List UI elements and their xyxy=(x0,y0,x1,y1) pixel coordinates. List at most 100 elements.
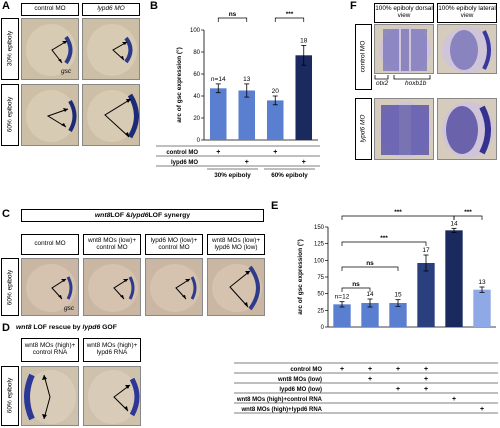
table-row-label: control MO xyxy=(166,150,198,156)
table-mark: + xyxy=(368,376,372,383)
panel-f-col-header-1: 100% epiboly dorsal view xyxy=(374,3,434,23)
bar xyxy=(445,230,463,327)
embryo-image xyxy=(82,84,140,146)
y-tick-label: 75 xyxy=(317,275,324,281)
significance-label: *** xyxy=(380,235,388,242)
panel-d-title: wnt8 LOF rescue by lypd6 GOF xyxy=(16,324,117,331)
n-label: 13 xyxy=(478,279,486,286)
group-label: 60% epiboly xyxy=(271,172,308,179)
embryo-image xyxy=(83,258,141,316)
marker-brackets xyxy=(374,75,431,80)
y-axis-title: arc of gsc expression (°) xyxy=(175,47,183,123)
gsc-marker-label: gsc xyxy=(64,305,75,312)
significance-bracket xyxy=(341,215,455,220)
significance-label: ns xyxy=(352,281,360,288)
n-label: n=14 xyxy=(211,76,226,83)
bar xyxy=(417,263,435,327)
significance-bracket xyxy=(341,287,371,292)
y-tick-label: 125 xyxy=(314,242,325,248)
panel-c-row-box xyxy=(1,258,19,316)
bar xyxy=(266,100,284,140)
table-mark: + xyxy=(452,396,456,403)
embryo-image xyxy=(21,18,79,80)
panel-a-col-header-1: control MO xyxy=(21,3,79,16)
table-row-label: wnt8 MOs (high)+control RNA xyxy=(236,397,323,403)
table-row-label: lypd6 MO (low) xyxy=(279,387,322,393)
panel-a-row-box-2 xyxy=(1,84,19,146)
y-tick-label: 50 xyxy=(317,292,324,298)
group-label: 30% epiboly xyxy=(214,172,251,179)
embryo-image xyxy=(21,258,79,316)
table-mark: + xyxy=(216,149,220,156)
significance-label: *** xyxy=(394,209,402,216)
panel-f-row-label-2: lypd6 MO xyxy=(359,114,367,143)
panel-a-col-header-2: lypd6 MO xyxy=(82,3,140,16)
bar xyxy=(238,90,256,140)
y-tick-label: 0 xyxy=(197,138,201,144)
table-row-label: control MO xyxy=(290,367,322,373)
n-label: 17 xyxy=(422,247,430,254)
embryo-image xyxy=(437,98,497,160)
panel-f-row-label-1: control MO xyxy=(359,40,367,73)
panel-e-label: E xyxy=(271,200,279,212)
y-tick-label: 20 xyxy=(193,116,200,122)
embryo-image xyxy=(145,258,203,316)
panel-c-label: C xyxy=(2,208,10,220)
panel-f-label: F xyxy=(350,0,357,12)
y-tick-label: 60 xyxy=(193,72,200,78)
n-label: 14 xyxy=(450,220,458,227)
significance-bracket xyxy=(453,215,483,220)
embryo-image xyxy=(21,84,79,146)
panel-e-chart: 0 25 50 75 100 125 150 arc of gsc expression (°… xyxy=(234,209,498,414)
panel-d-col-header-1: wnt8 MOs (high)+ control RNA xyxy=(21,338,79,362)
y-tick-label: 150 xyxy=(314,225,325,231)
y-tick-label: 25 xyxy=(317,308,324,314)
significance-label: *** xyxy=(464,209,472,216)
y-tick-label: 40 xyxy=(193,94,200,100)
y-axis-title: arc of gsc expression (°) xyxy=(296,239,304,315)
panel-c-col-header-4: wnt8 MOs (low)+ lypd6 MO (low) xyxy=(207,234,265,255)
embryo-image xyxy=(21,366,79,426)
bar xyxy=(333,304,351,327)
panel-d-label: D xyxy=(2,322,10,334)
n-label: 14 xyxy=(366,291,374,298)
otx2-marker-label: otx2 xyxy=(376,80,389,87)
gsc-marker-label: gsc xyxy=(61,68,72,75)
table-mark: + xyxy=(368,366,372,373)
panel-f-row-box-2 xyxy=(355,98,372,160)
panel-d-row-box xyxy=(1,366,19,426)
panel-f-row-box-1 xyxy=(355,24,372,90)
panel-a-row-box-1 xyxy=(1,18,19,80)
hoxb1b-marker-label: hoxb1b xyxy=(405,80,427,87)
significance-label: ns xyxy=(366,260,374,267)
table-mark: + xyxy=(302,159,306,166)
embryo-image xyxy=(374,24,434,74)
panel-d-row-label: 60% epiboly xyxy=(6,377,14,414)
embryo-image xyxy=(207,258,265,316)
panel-c-row-label: 60% epiboly xyxy=(6,269,14,306)
embryo-image xyxy=(82,18,140,80)
table-mark: + xyxy=(480,406,484,413)
significance-label: ns xyxy=(229,11,237,18)
significance-bracket xyxy=(341,241,427,246)
y-tick-label: 100 xyxy=(314,258,325,264)
table-mark: + xyxy=(340,366,344,373)
panel-b-label: B xyxy=(150,0,158,12)
table-mark: + xyxy=(424,376,428,383)
y-tick-label: 100 xyxy=(190,28,201,34)
embryo-image xyxy=(437,24,497,74)
panel-a-row-label-1: 30% epiboly xyxy=(6,30,14,67)
panel-f-col-header-2: 100% epiboly lateral view xyxy=(437,3,497,23)
n-label: n=12 xyxy=(335,294,350,301)
significance-bracket xyxy=(341,266,399,271)
y-tick-label: 80 xyxy=(193,50,200,56)
bar xyxy=(473,289,491,327)
table-mark: + xyxy=(273,149,277,156)
significance-bracket xyxy=(217,17,248,22)
bar xyxy=(295,55,313,140)
table-row-label: lypd6 MO xyxy=(171,160,198,166)
bar xyxy=(361,303,379,327)
y-tick-label: 0 xyxy=(321,325,325,331)
bar xyxy=(389,303,407,327)
table-mark: + xyxy=(424,366,428,373)
